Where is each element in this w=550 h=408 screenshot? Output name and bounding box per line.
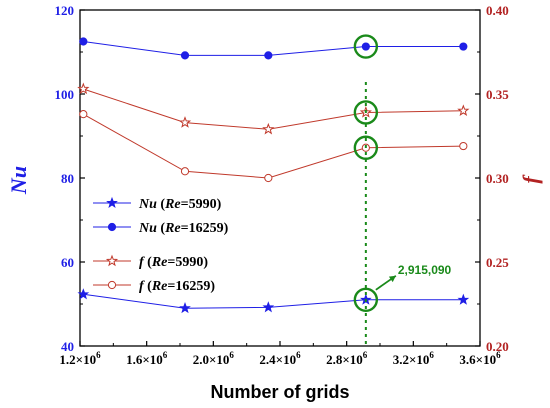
x-tick-label: 2.4×106 bbox=[259, 350, 301, 367]
star-marker bbox=[106, 196, 118, 208]
x-axis-title: Number of grids bbox=[210, 382, 349, 402]
open-star-marker bbox=[178, 116, 192, 128]
left-tick-label: 100 bbox=[55, 87, 75, 102]
open-circle-marker bbox=[459, 141, 468, 151]
highlight-circle bbox=[353, 34, 379, 59]
right-tick-label: 0.30 bbox=[486, 171, 509, 186]
plot-frame bbox=[79, 9, 481, 347]
x-tick-label: 1.2×106 bbox=[59, 350, 101, 367]
circle-marker bbox=[107, 222, 117, 232]
x-tick-label: 3.6×106 bbox=[459, 350, 501, 367]
circle-marker bbox=[79, 37, 88, 46]
x-tick-label: 2.0×106 bbox=[193, 350, 235, 367]
annotation-label: 2,915,090 bbox=[398, 263, 452, 277]
legend-label: Nu (Re=5990) bbox=[138, 197, 222, 212]
open-star-marker bbox=[77, 82, 90, 95]
right-tick-label: 0.35 bbox=[486, 87, 509, 102]
left-tick-label: 60 bbox=[61, 255, 74, 270]
open-circle-marker bbox=[107, 280, 117, 290]
left-tick-label: 120 bbox=[55, 3, 75, 18]
open-star-marker bbox=[262, 122, 275, 135]
open-circle-marker bbox=[180, 167, 190, 176]
open-circle-marker bbox=[264, 173, 273, 183]
star-marker bbox=[457, 293, 470, 305]
open-star-marker bbox=[457, 104, 470, 117]
highlight-circle bbox=[353, 100, 379, 125]
right-tick-label: 0.40 bbox=[486, 3, 509, 18]
series-line-1 bbox=[83, 41, 464, 56]
open-circle-marker bbox=[79, 110, 88, 119]
legend-label: f (Re=16259) bbox=[139, 279, 215, 294]
star-marker bbox=[179, 302, 191, 314]
right-axis-title: f bbox=[518, 174, 543, 184]
right-tick-label: 0.25 bbox=[486, 255, 509, 270]
series-line-2 bbox=[83, 88, 464, 130]
annotation-layer: 2,915,090 bbox=[353, 34, 452, 346]
legend: Nu (Re=5990) Nu (Re=16259) f (Re=5990) f (R… bbox=[93, 196, 229, 294]
circle-marker bbox=[361, 42, 370, 51]
highlight-circle bbox=[353, 135, 379, 160]
x-tick-label: 1.6×106 bbox=[126, 350, 168, 367]
x-tick-label: 3.2×106 bbox=[393, 350, 435, 367]
circle-marker bbox=[459, 42, 468, 51]
x-tick-label: 2.8×106 bbox=[326, 350, 368, 367]
star-marker bbox=[262, 301, 275, 313]
highlight-circle bbox=[353, 287, 379, 312]
annotation-arrowhead bbox=[388, 275, 396, 283]
legend-label: f (Re=5990) bbox=[139, 255, 208, 270]
ticks-layer: 1.2×106 1.6×106 2.0×106 2.4×106 2.8×106 3.2×1… bbox=[55, 3, 510, 367]
left-tick-label: 80 bbox=[61, 171, 74, 186]
circle-marker bbox=[264, 51, 273, 60]
left-tick-label: 40 bbox=[61, 339, 74, 354]
right-tick-label: 0.20 bbox=[486, 339, 509, 354]
star-marker bbox=[77, 288, 90, 300]
left-axis-title: Nu bbox=[6, 166, 31, 195]
legend-label: Nu (Re=16259) bbox=[138, 221, 229, 236]
open-star-marker bbox=[105, 254, 119, 267]
series-line-3 bbox=[83, 113, 464, 179]
circle-marker bbox=[180, 51, 190, 60]
